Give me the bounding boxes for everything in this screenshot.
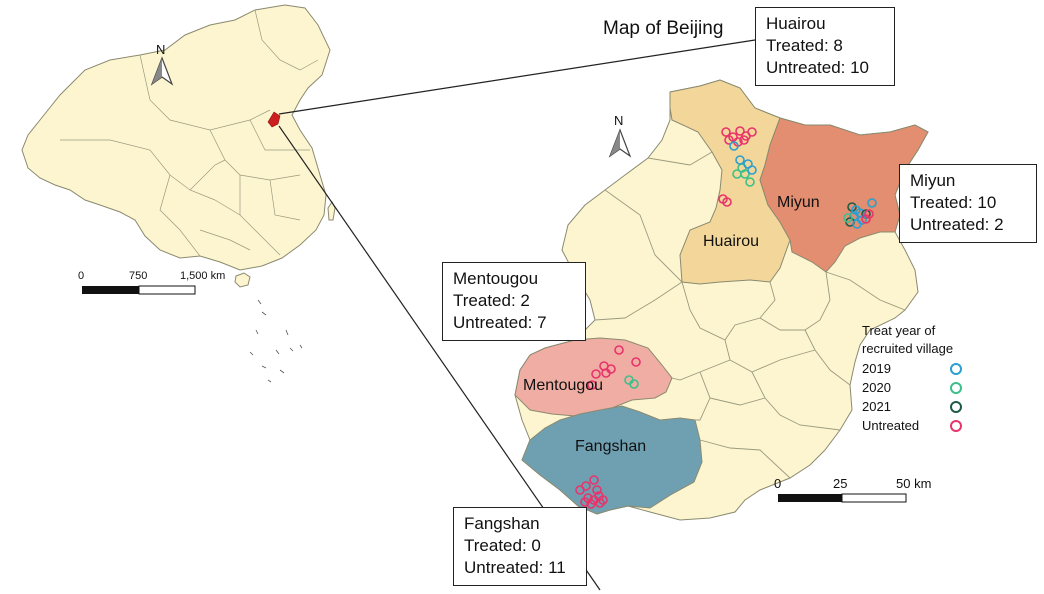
north-arrow-icon — [150, 56, 174, 86]
circle-icon — [950, 401, 962, 413]
callout-district: Fangshan — [464, 514, 540, 533]
miyun-district — [759, 117, 929, 273]
province-borders — [60, 9, 319, 257]
callout-mentougou: Mentougou Treated: 2 Untreated: 7 — [442, 262, 586, 341]
legend-item-2021: 2021 — [862, 398, 962, 417]
callout-treated: Treated: 10 — [910, 193, 997, 212]
district-label-fangshan: Fangshan — [575, 438, 646, 455]
legend-label: 2019 — [862, 361, 891, 376]
taiwan-island — [327, 201, 336, 221]
legend-item-untreated: Untreated — [862, 417, 962, 436]
china-map — [21, 4, 336, 383]
legend-label: 2021 — [862, 399, 891, 414]
beijing-map — [514, 79, 929, 521]
china-scale-bar — [82, 285, 196, 295]
district-label-huairou: Huairou — [703, 233, 759, 250]
circle-icon — [950, 363, 962, 375]
legend-item-2019: 2019 — [862, 360, 962, 379]
legend-title: Treat year of — [862, 323, 936, 338]
callout-treated: Treated: 2 — [453, 291, 530, 310]
callout-district: Miyun — [910, 171, 956, 190]
district-borders — [594, 151, 906, 479]
north-label-beijing: N — [614, 113, 623, 128]
callout-treated: Treated: 0 — [464, 536, 541, 555]
circle-icon — [950, 420, 962, 432]
legend-title: recruited village — [862, 341, 954, 356]
legend-label: 2020 — [862, 380, 891, 395]
south-china-sea-islands — [249, 299, 303, 383]
china-scale-tick: 750 — [129, 270, 147, 282]
callout-untreated: Untreated: 2 — [910, 215, 1004, 234]
callout-huairou: Huairou Treated: 8 Untreated: 10 — [755, 7, 895, 86]
callout-miyun: Miyun Treated: 10 Untreated: 2 — [899, 164, 1037, 243]
beijing-scale-tick: 25 — [833, 476, 847, 491]
north-arrow-icon — [608, 128, 632, 158]
china-scale-tick: 0 — [78, 270, 84, 282]
beijing-scale-bar — [778, 493, 907, 503]
beijing-location-marker — [267, 111, 281, 128]
north-label-china: N — [156, 42, 165, 57]
callout-untreated: Untreated: 7 — [453, 313, 547, 332]
callout-untreated: Untreated: 10 — [766, 58, 870, 77]
china-outline — [21, 4, 331, 271]
district-label-miyun: Miyun — [777, 194, 820, 211]
beijing-scale-tick: 0 — [774, 476, 781, 491]
china-scale-tick: 1,500 km — [180, 270, 225, 282]
legend-label: Untreated — [862, 418, 920, 433]
huairou-district — [669, 79, 791, 285]
hainan-island — [234, 272, 251, 288]
beijing-scale-tick: 50 km — [896, 476, 931, 491]
village-markers — [575, 126, 877, 509]
callout-district: Mentougou — [453, 269, 539, 288]
callout-treated: Treated: 8 — [766, 36, 843, 55]
district-label-mentougou: Mentougou — [523, 377, 603, 394]
map-title: Map of Beijing — [603, 18, 724, 39]
callout-untreated: Untreated: 11 — [464, 558, 566, 577]
legend-item-2020: 2020 — [862, 379, 962, 398]
legend: Treat year of recruited village 2019 202… — [862, 322, 962, 436]
callout-fangshan: Fangshan Treated: 0 Untreated: 11 — [453, 507, 587, 586]
callout-district: Huairou — [766, 14, 826, 33]
circle-icon — [950, 382, 962, 394]
